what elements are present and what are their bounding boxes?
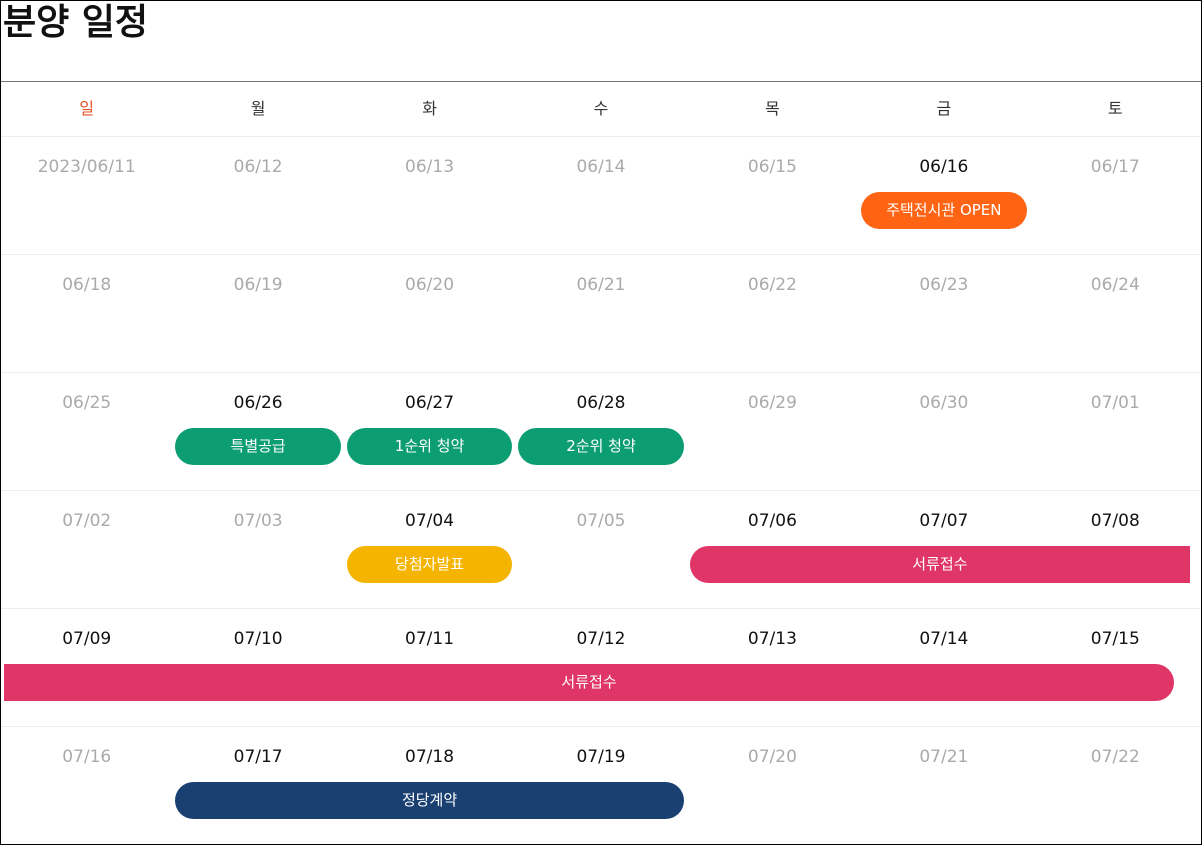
day-date: 07/08 (1090, 511, 1140, 531)
day-date: 07/03 (233, 511, 283, 531)
day-date: 06/28 (576, 393, 626, 413)
week-row: 07/02 07/03 07/04 07/05 07/06 07/07 07/08 당첨자발표… (1, 490, 1201, 609)
event-pill[interactable]: 당첨자발표 (346, 546, 513, 583)
day-date: 06/26 (233, 393, 283, 413)
day-date: 06/13 (405, 157, 455, 177)
day-date: 06/23 (919, 275, 969, 295)
day-date: 07/05 (576, 511, 626, 531)
day-date: 07/16 (62, 747, 112, 767)
week-row: 06/25 06/26 06/27 06/28 06/29 06/30 07/01 특별공급 1… (1, 372, 1201, 491)
header-divider (1, 81, 1201, 82)
event-pill[interactable]: 서류접수 (4, 664, 1174, 701)
day-date: 06/29 (747, 393, 797, 413)
week-row: 2023/06/11 06/12 06/13 06/14 06/15 06/16 06/17… (1, 136, 1201, 255)
week-row: 06/18 06/19 06/20 06/21 06/22 06/23 06/24 (1, 254, 1201, 373)
day-date: 06/20 (405, 275, 455, 295)
day-date: 07/19 (576, 747, 626, 767)
day-date: 07/17 (233, 747, 283, 767)
day-date: 07/22 (1090, 747, 1140, 767)
weekday-label: 수 (593, 99, 609, 118)
day-date: 06/15 (747, 157, 797, 177)
week-row: 07/16 07/17 07/18 07/19 07/20 07/21 07/22 정당계약 (1, 726, 1201, 844)
page-title: 분양 일정 (3, 2, 149, 43)
weekday-label: 토 (1107, 99, 1123, 118)
day-date: 06/22 (747, 275, 797, 295)
day-date: 07/11 (405, 629, 455, 649)
day-date: 07/13 (747, 629, 797, 649)
day-date: 06/12 (233, 157, 283, 177)
event-pill[interactable]: 정당계약 (175, 782, 684, 819)
event-pill[interactable]: 특별공급 (175, 428, 341, 465)
day-date: 07/02 (62, 511, 112, 531)
day-date: 07/15 (1090, 629, 1140, 649)
day-date: 07/12 (576, 629, 626, 649)
day-date: 07/14 (919, 629, 969, 649)
day-date: 07/07 (919, 511, 969, 531)
day-date: 06/30 (919, 393, 969, 413)
day-date: 07/20 (747, 747, 797, 767)
day-date: 07/09 (62, 629, 112, 649)
event-pill[interactable]: 2순위 청약 (518, 428, 684, 465)
event-pill[interactable]: 서류접수 (689, 546, 1190, 583)
day-date: 06/24 (1090, 275, 1140, 295)
day-date: 06/19 (233, 275, 283, 295)
day-date: 06/14 (576, 157, 626, 177)
weekday-label: 목 (765, 99, 780, 118)
day-date: 2023/06/11 (37, 157, 136, 177)
day-date: 06/27 (405, 393, 455, 413)
week-row: 07/09 07/10 07/11 07/12 07/13 07/14 07/15 서류접수 (1, 608, 1201, 727)
day-date: 07/18 (405, 747, 455, 767)
weekday-label: 월 (250, 99, 266, 118)
day-date: 07/10 (233, 629, 283, 649)
day-date: 07/04 (405, 511, 455, 531)
day-date: 07/06 (747, 511, 797, 531)
weekday-label: 금 (936, 99, 952, 118)
day-date: 07/01 (1090, 393, 1140, 413)
day-date: 06/21 (576, 275, 626, 295)
event-pill[interactable]: 1순위 청약 (346, 428, 513, 465)
day-date: 06/16 (919, 157, 969, 177)
event-pill[interactable]: 주택전시관 OPEN (861, 192, 1027, 229)
weekday-label: 화 (422, 99, 437, 118)
day-date: 06/18 (62, 275, 112, 295)
day-date: 06/17 (1090, 157, 1140, 177)
weekday-label: 일 (79, 99, 95, 118)
day-date: 07/21 (919, 747, 969, 767)
day-date: 06/25 (62, 393, 112, 413)
